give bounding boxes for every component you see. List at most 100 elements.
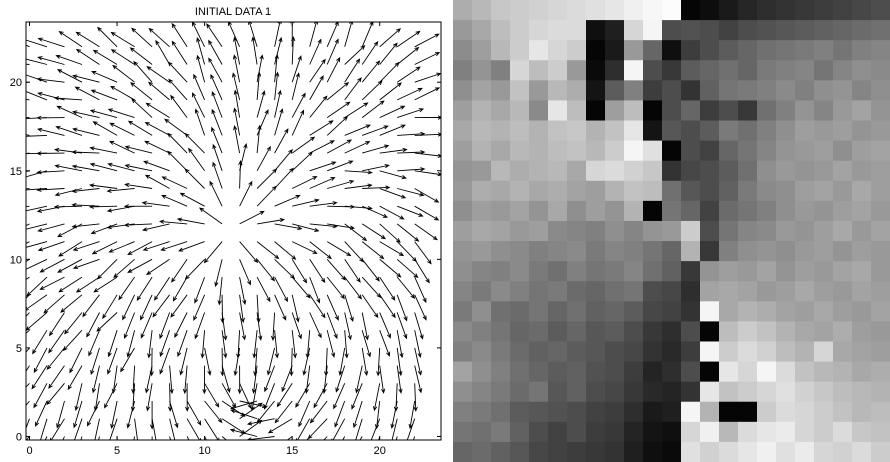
quiver-arrow xyxy=(406,418,416,440)
heatmap-cell xyxy=(567,180,587,202)
quiver-arrow xyxy=(159,330,171,358)
heatmap-cell xyxy=(757,261,777,282)
heatmap-cell xyxy=(567,20,587,41)
heatmap-cell xyxy=(472,361,492,383)
quiver-arrow xyxy=(274,71,280,100)
heatmap-cell xyxy=(529,160,549,182)
quiver-arrow xyxy=(256,109,269,136)
heatmap-cell xyxy=(586,100,606,122)
quiver-arrow xyxy=(374,400,381,430)
heatmap-cell xyxy=(662,261,682,282)
heatmap-cell xyxy=(491,401,511,423)
heatmap-cell xyxy=(586,321,606,342)
heatmap-cell xyxy=(776,401,796,423)
quiver-arrow xyxy=(184,132,205,154)
heatmap-cell xyxy=(871,321,890,342)
quiver-arrow xyxy=(96,312,118,332)
quiver-arrow xyxy=(414,312,424,340)
heatmap-cell xyxy=(548,401,568,423)
heatmap-cell xyxy=(795,321,815,342)
quiver-arrow xyxy=(256,259,275,282)
quiver-arrow xyxy=(26,400,30,407)
quiver-arrow xyxy=(123,312,136,340)
heatmap-cell xyxy=(776,60,796,81)
quiver-arrow xyxy=(396,365,403,394)
heatmap-cell xyxy=(700,261,720,282)
heatmap-cell xyxy=(491,100,511,122)
quiver-arrow xyxy=(26,329,30,334)
heatmap-cell xyxy=(567,100,587,122)
heatmap-cell xyxy=(529,341,549,363)
quiver-arrow xyxy=(307,418,328,440)
quiver-arrow xyxy=(291,259,308,284)
heatmap-cell xyxy=(852,381,872,403)
heatmap-cell xyxy=(567,441,587,462)
quiver-arrow xyxy=(291,294,300,323)
quiver-arrow xyxy=(71,188,100,194)
quiver-arrow xyxy=(246,418,275,426)
heatmap-cell xyxy=(624,220,644,242)
quiver-arrow xyxy=(379,82,402,101)
heatmap-cell xyxy=(548,241,568,262)
quiver-arrow xyxy=(91,365,100,394)
quiver-arrow xyxy=(250,383,258,412)
quiver-arrow xyxy=(110,31,135,48)
heatmap-cell xyxy=(852,0,872,21)
heatmap-cell xyxy=(700,40,720,61)
quiver-arrow xyxy=(129,47,153,65)
heatmap-cell xyxy=(548,301,568,322)
heatmap-cell xyxy=(472,20,492,41)
heatmap-cell xyxy=(662,120,682,142)
quiver-arrow xyxy=(133,60,153,83)
quiver-arrow xyxy=(251,365,258,394)
heatmap-cell xyxy=(814,140,834,162)
heatmap-cell xyxy=(776,200,796,222)
heatmap-cell xyxy=(757,160,777,182)
heatmap-cell xyxy=(871,361,890,383)
quiver-arrow xyxy=(274,258,296,280)
quiver-arrow xyxy=(210,73,223,101)
quiver-arrow xyxy=(58,241,83,257)
quiver-arrow xyxy=(26,223,48,230)
heatmap-cell xyxy=(814,60,834,81)
quiver-arrow xyxy=(140,312,153,339)
quiver-arrow xyxy=(26,98,30,101)
quiver-arrow xyxy=(71,164,100,172)
heatmap-cell xyxy=(548,40,568,61)
quiver-arrow xyxy=(376,347,381,377)
quiver-arrow xyxy=(46,347,65,370)
heatmap-cell xyxy=(453,301,473,322)
heatmap-cell xyxy=(605,321,625,342)
heatmap-cell xyxy=(472,0,492,21)
heatmap-cell xyxy=(700,301,720,322)
quiver-arrow xyxy=(230,400,258,410)
heatmap-cell xyxy=(700,0,720,21)
heatmap-cell xyxy=(776,40,796,61)
heatmap-cell xyxy=(472,200,492,222)
quiver-arrow xyxy=(361,80,383,101)
quiver-arrow xyxy=(142,223,170,232)
quiver-arrow xyxy=(26,365,30,373)
quiver-arrow xyxy=(127,120,153,136)
heatmap-cell xyxy=(567,361,587,383)
quiver-arrow xyxy=(144,365,153,394)
quiver-arrow xyxy=(62,329,83,352)
heatmap-cell xyxy=(548,220,568,242)
heatmap-cell xyxy=(795,80,815,101)
heatmap-cell xyxy=(548,80,568,101)
heatmap-cell xyxy=(548,361,568,383)
quiver-arrow xyxy=(309,22,319,47)
quiver-arrow xyxy=(304,365,311,395)
heatmap-cell xyxy=(605,160,625,182)
heatmap-cell xyxy=(510,160,530,182)
heatmap-cell xyxy=(586,261,606,282)
heatmap-cell xyxy=(681,401,701,423)
heatmap-cell xyxy=(529,381,549,403)
quiver-arrow xyxy=(361,100,385,118)
quiver-arrow xyxy=(256,241,280,260)
quiver-arrow xyxy=(309,400,328,424)
quiver-arrow xyxy=(185,383,190,412)
quiver-arrow xyxy=(274,195,301,207)
heatmap-cell xyxy=(681,381,701,403)
quiver-arrow xyxy=(362,125,389,136)
